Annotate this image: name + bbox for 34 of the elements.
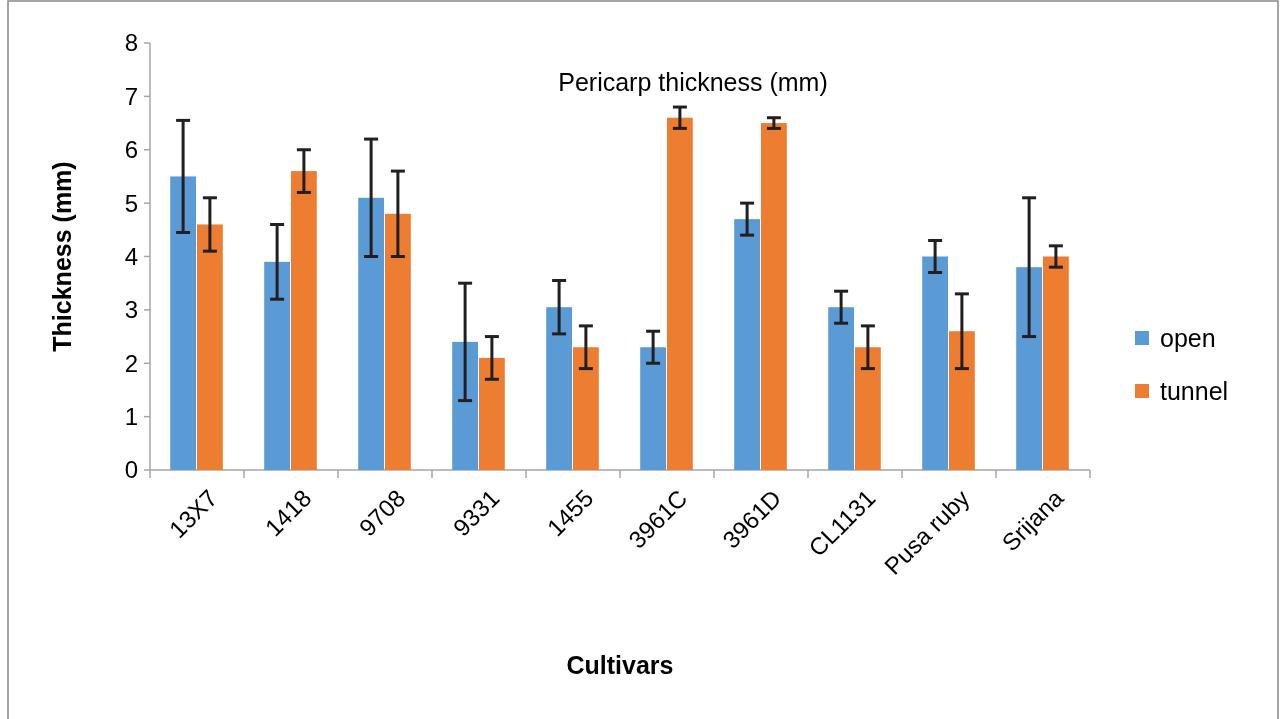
y-tick-label: 0 bbox=[124, 456, 138, 484]
y-tick-label: 3 bbox=[124, 296, 138, 324]
y-tick-label: 2 bbox=[124, 349, 138, 377]
bar bbox=[573, 347, 599, 470]
bar bbox=[358, 197, 384, 470]
bar bbox=[197, 224, 223, 470]
bar bbox=[291, 171, 317, 470]
y-tick-label: 8 bbox=[124, 29, 138, 57]
legend-label: open bbox=[1160, 323, 1216, 352]
bar bbox=[1043, 256, 1069, 470]
y-tick-label: 4 bbox=[124, 242, 138, 270]
bar bbox=[546, 307, 572, 470]
bar bbox=[264, 261, 290, 470]
bar bbox=[734, 219, 760, 470]
bar bbox=[640, 347, 666, 470]
legend-label: tunnel bbox=[1160, 376, 1229, 405]
bar bbox=[1016, 267, 1042, 470]
bar bbox=[170, 176, 196, 470]
y-tick-label: 1 bbox=[124, 403, 138, 431]
y-tick-label: 7 bbox=[124, 82, 138, 110]
y-tick-label: 5 bbox=[124, 189, 138, 217]
bar bbox=[855, 347, 881, 470]
bar bbox=[761, 123, 787, 470]
bar bbox=[385, 213, 411, 470]
bar bbox=[922, 256, 948, 470]
y-tick-label: 6 bbox=[124, 136, 138, 164]
x-axis-title: Cultivars bbox=[566, 650, 674, 679]
bar bbox=[949, 331, 975, 470]
bar bbox=[667, 117, 693, 470]
bar bbox=[452, 341, 478, 470]
bar bbox=[479, 357, 505, 470]
text: Pericarp thickness (mm) bbox=[558, 67, 828, 96]
y-axis-title: Thickness (mm) bbox=[47, 161, 76, 352]
bar bbox=[828, 307, 854, 470]
